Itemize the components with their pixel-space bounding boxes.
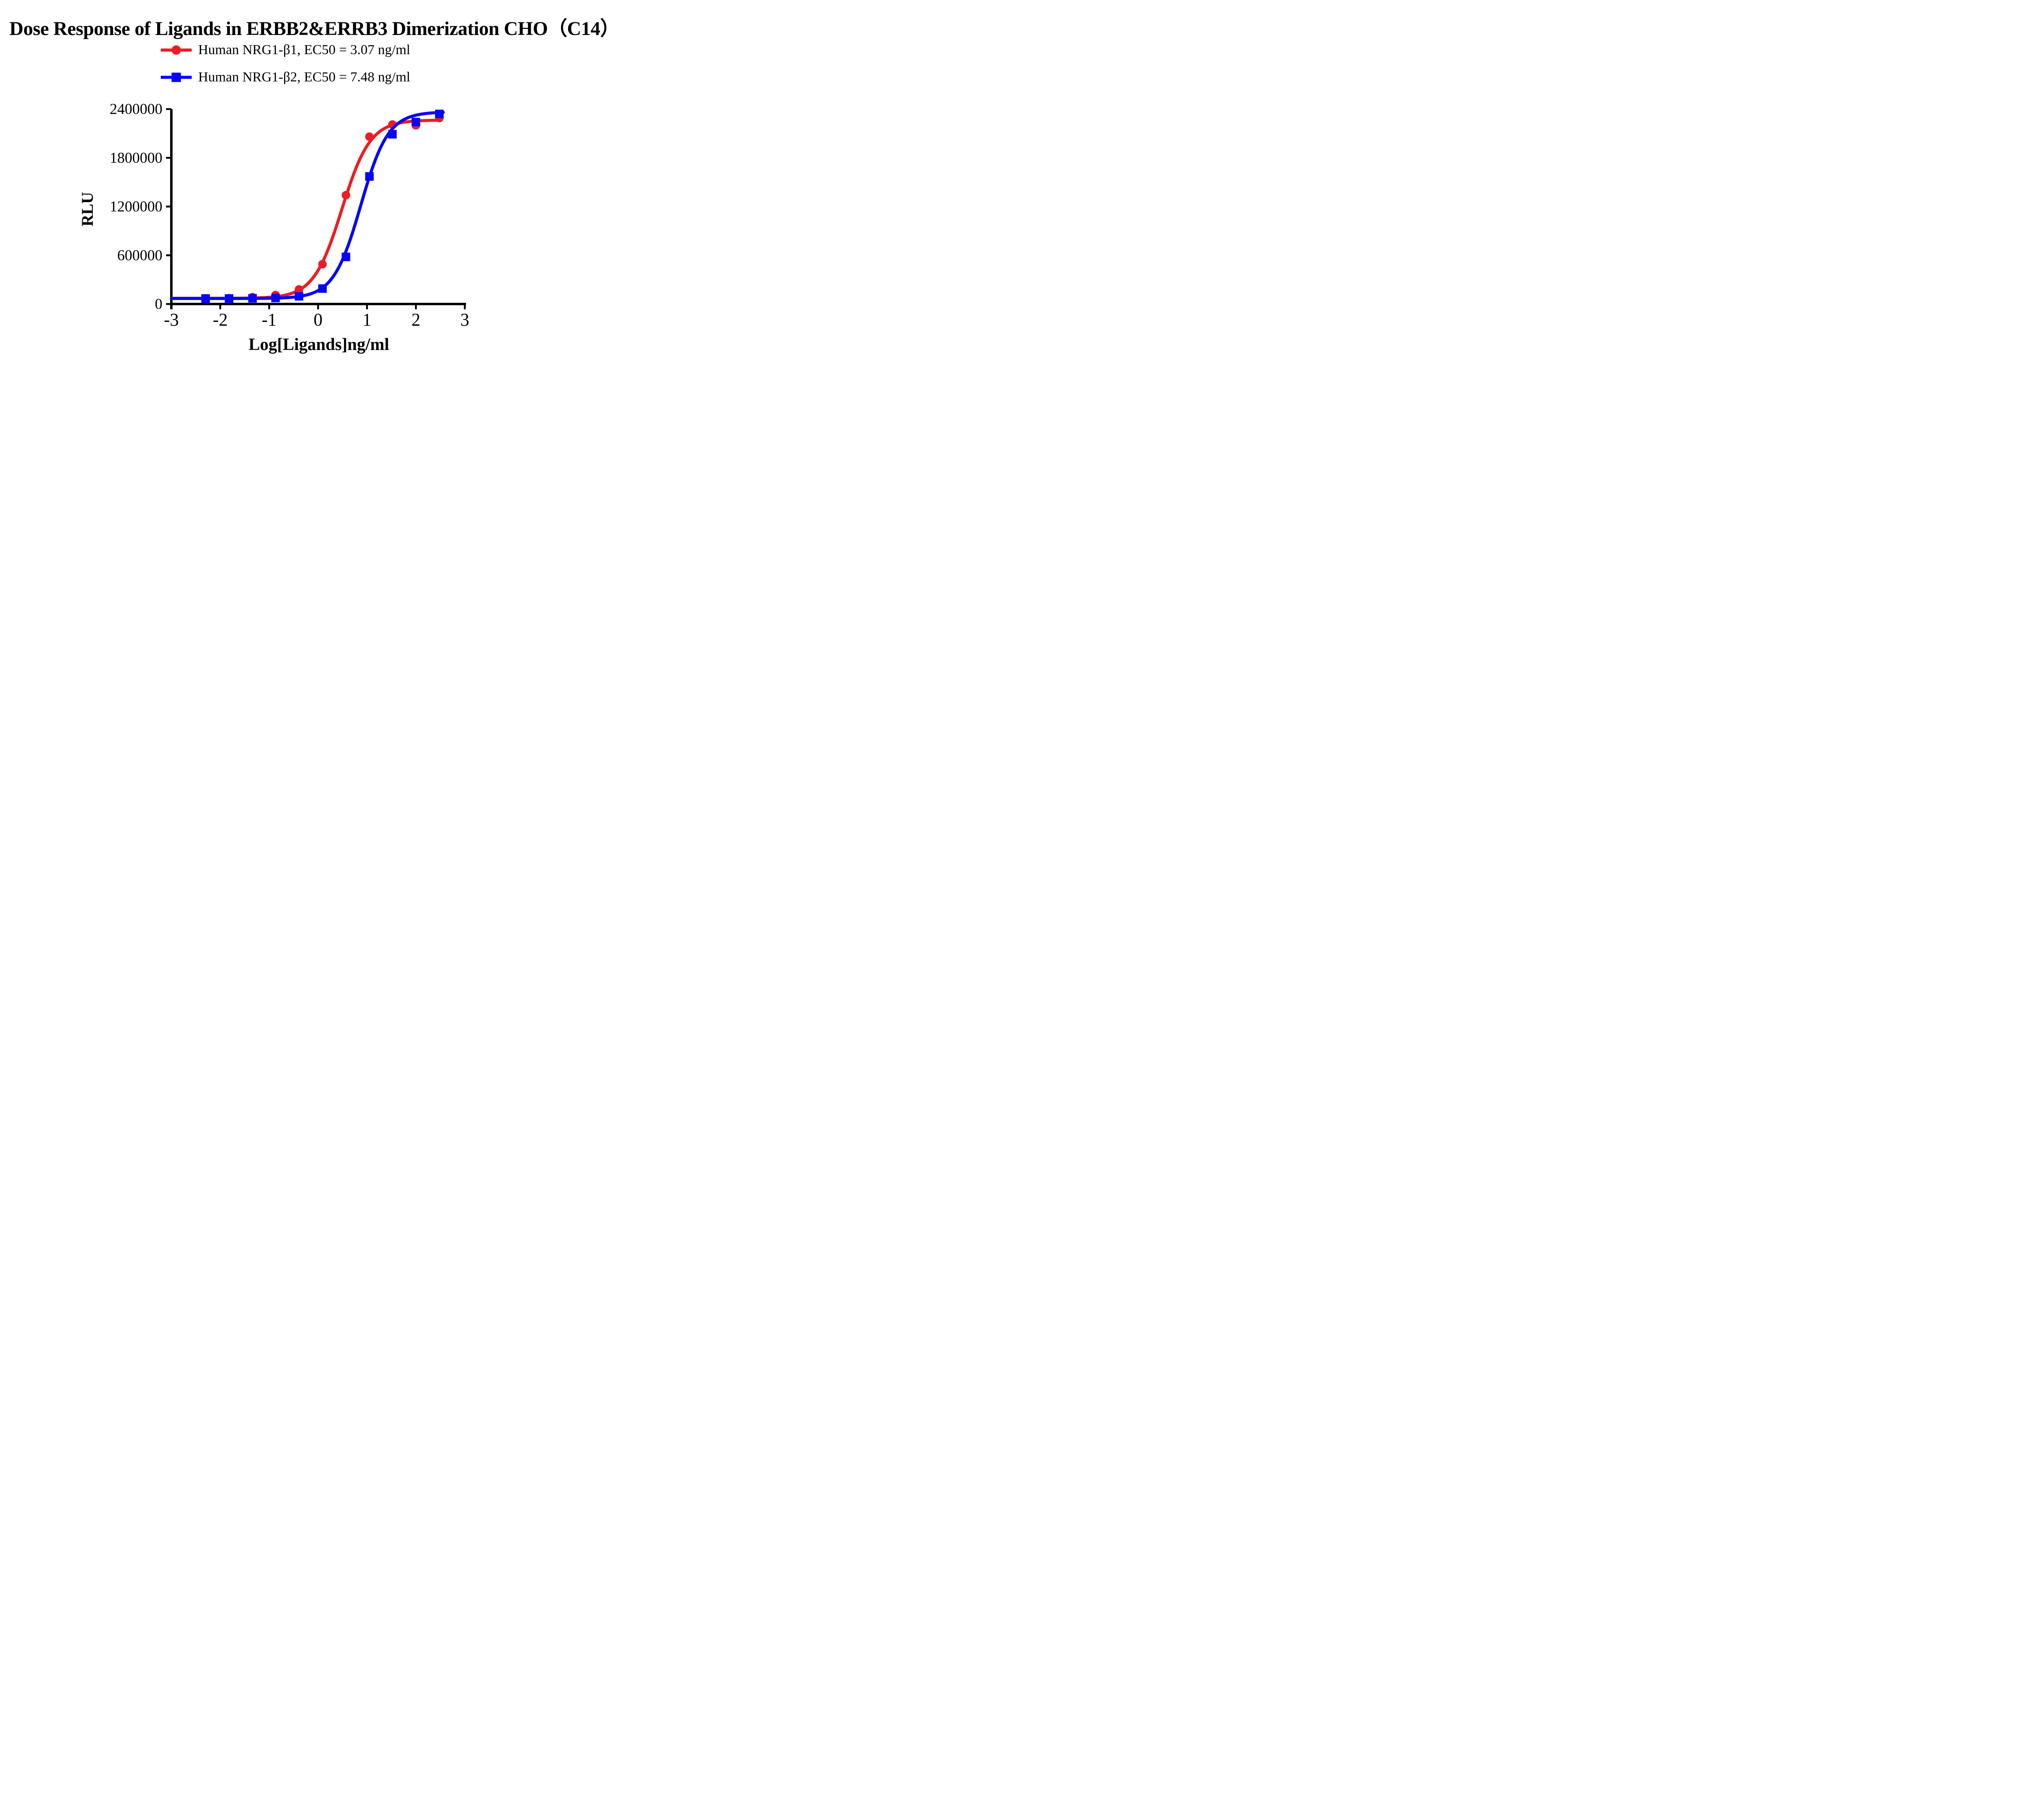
data-point-circle	[318, 260, 327, 269]
x-tick-label: 1	[363, 310, 372, 330]
legend-item-nrg1-b1: Human NRG1-β1, EC50 = 3.07 ng/ml	[160, 41, 410, 59]
curve-human-nrg1-2	[170, 111, 445, 300]
y-tick-label: 1800000	[110, 150, 163, 166]
legend: Human NRG1-β1, EC50 = 3.07 ng/ml Human N…	[160, 41, 410, 95]
data-point-square	[411, 118, 420, 127]
legend-label-nrg1-b1: Human NRG1-β1, EC50 = 3.07 ng/ml	[198, 42, 410, 57]
dose-response-plot: 0 600000 1200000 1800000 2400000 -3 -2 -1 0 1 2 3 RL…	[78, 101, 469, 354]
data-point-circle	[295, 285, 304, 294]
data-point-square	[225, 294, 234, 303]
y-axis-title: RLU	[78, 192, 96, 226]
x-tick-label: 0	[314, 310, 323, 330]
y-tick-label: 2400000	[110, 101, 163, 118]
data-point-square	[271, 293, 280, 302]
data-point-square	[388, 130, 397, 139]
data-point-square	[318, 284, 327, 293]
x-tick-label: -3	[164, 310, 179, 330]
data-point-square	[248, 294, 257, 303]
curve-human-nrg1-1	[170, 118, 443, 300]
data-point-square	[435, 109, 444, 118]
figure-canvas: Dose Response of Ligands in ERBB2&ERRB3 …	[0, 0, 629, 364]
x-tick-label: -2	[213, 310, 228, 330]
x-tick-label: 3	[460, 310, 469, 330]
x-tick-label: 2	[411, 310, 420, 330]
data-point-square	[295, 292, 304, 301]
x-tick-label: -1	[262, 310, 277, 330]
legend-label-nrg1-b2: Human NRG1-β2, EC50 = 7.48 ng/ml	[198, 70, 410, 85]
y-tick-label: 600000	[117, 247, 162, 264]
chart-title: Dose Response of Ligands in ERBB2&ERRB3 …	[9, 18, 619, 39]
legend-item-nrg1-b2: Human NRG1-β2, EC50 = 7.48 ng/ml	[160, 68, 410, 87]
y-tick-label: 1200000	[110, 199, 163, 215]
y-tick-label: 0	[155, 296, 163, 313]
data-point-circle	[341, 191, 350, 200]
x-axis-title: Log[Ligands]ng/ml	[249, 335, 389, 354]
data-point-square	[341, 252, 350, 261]
data-point-square	[365, 172, 374, 181]
data-point-square	[201, 294, 210, 303]
data-point-circle	[365, 132, 374, 141]
legend-marker-red-circle-icon	[161, 45, 192, 55]
legend-marker-blue-square-icon	[161, 72, 192, 82]
